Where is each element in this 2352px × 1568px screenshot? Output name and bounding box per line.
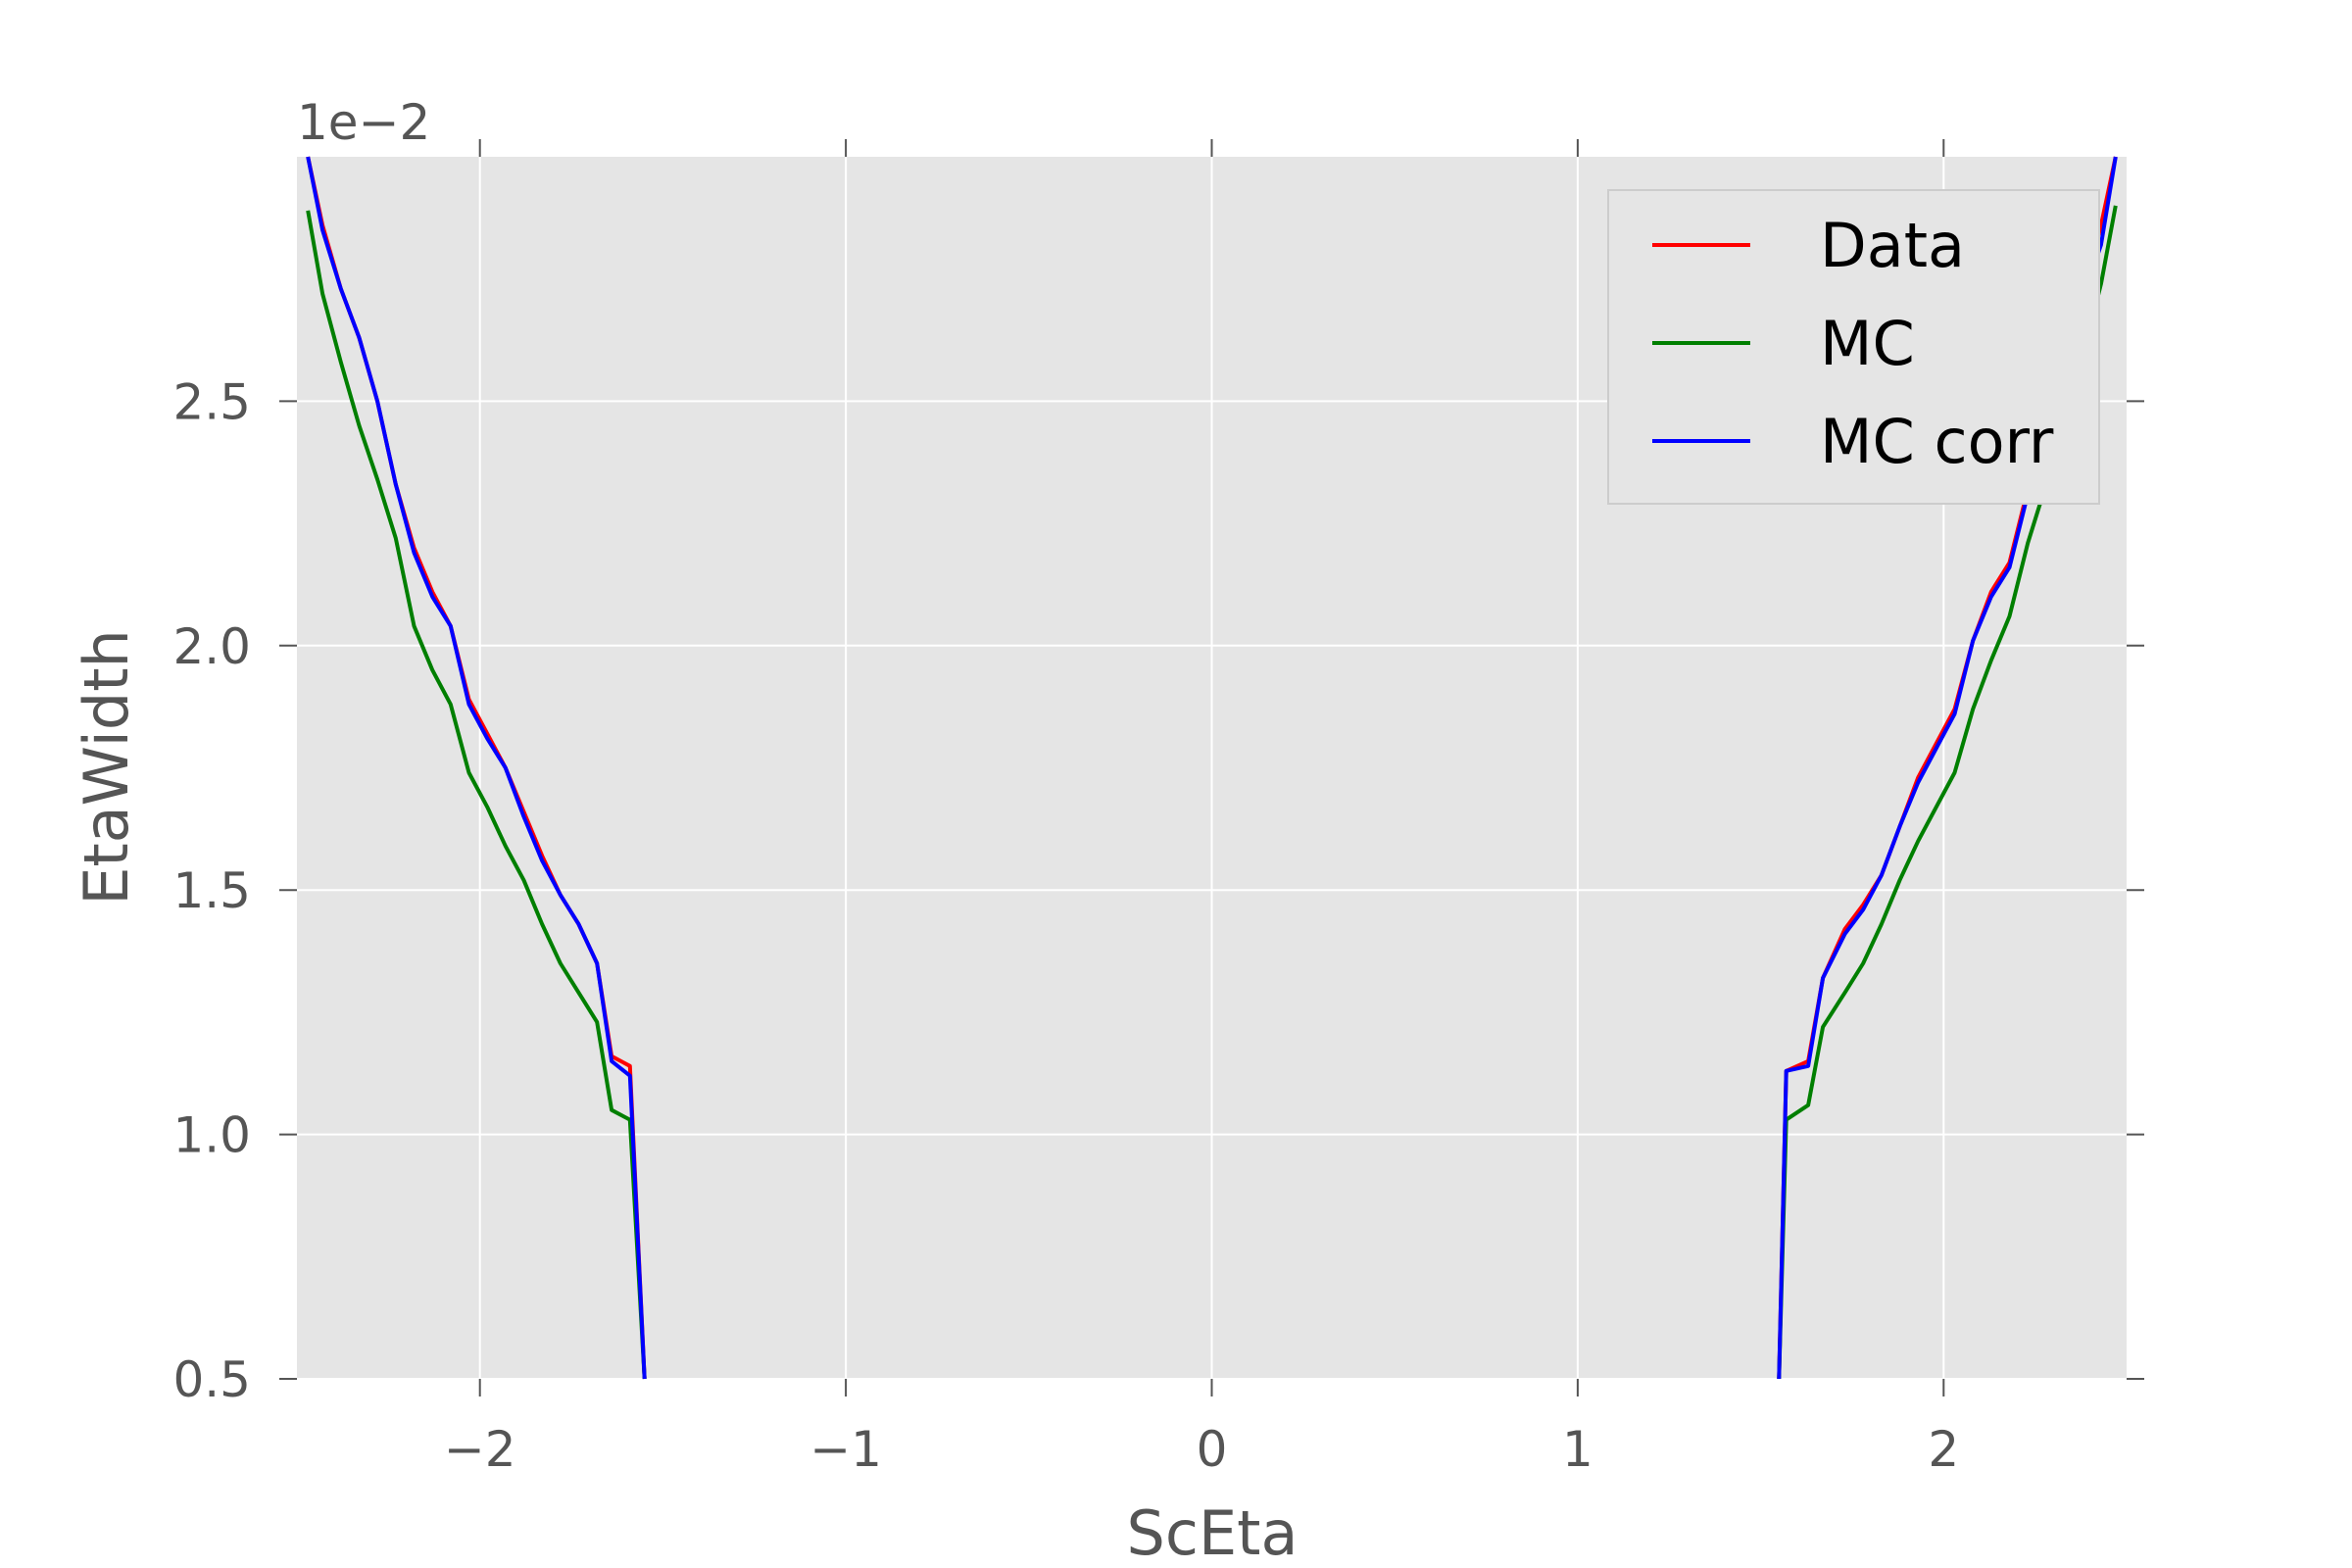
series-line-mc-corr bbox=[306, 156, 647, 1380]
x-tick-label: −2 bbox=[444, 1421, 516, 1478]
legend-label: Data bbox=[1820, 210, 1965, 281]
y-tick-labels: 0.5 1.0 1.5 2.0 2.5 bbox=[172, 373, 251, 1408]
x-axis-label: ScEta bbox=[1127, 1497, 1298, 1568]
y-tick-label: 2.0 bbox=[172, 618, 251, 675]
y-tick-label: 0.5 bbox=[172, 1351, 251, 1408]
axis-ticks bbox=[279, 139, 2144, 1396]
y-axis-label: EtaWidth bbox=[71, 629, 142, 906]
legend-box bbox=[1607, 189, 2100, 505]
legend: Data MC MC corr bbox=[1607, 189, 2100, 505]
x-tick-label: 0 bbox=[1197, 1421, 1228, 1478]
y-tick-label: 2.5 bbox=[172, 373, 251, 430]
y-tick-label: 1.0 bbox=[172, 1107, 251, 1164]
legend-label: MC corr bbox=[1820, 406, 2054, 477]
x-tick-labels: −2 −1 0 1 2 bbox=[444, 1421, 1959, 1478]
x-tick-label: 1 bbox=[1562, 1421, 1593, 1478]
x-tick-label: 2 bbox=[1928, 1421, 1959, 1478]
x-tick-label: −1 bbox=[809, 1421, 882, 1478]
y-tick-label: 1.5 bbox=[172, 862, 251, 919]
legend-label: MC bbox=[1820, 308, 1915, 379]
series-line-mc bbox=[306, 210, 647, 1380]
y-offset-label: 1e−2 bbox=[297, 94, 430, 151]
